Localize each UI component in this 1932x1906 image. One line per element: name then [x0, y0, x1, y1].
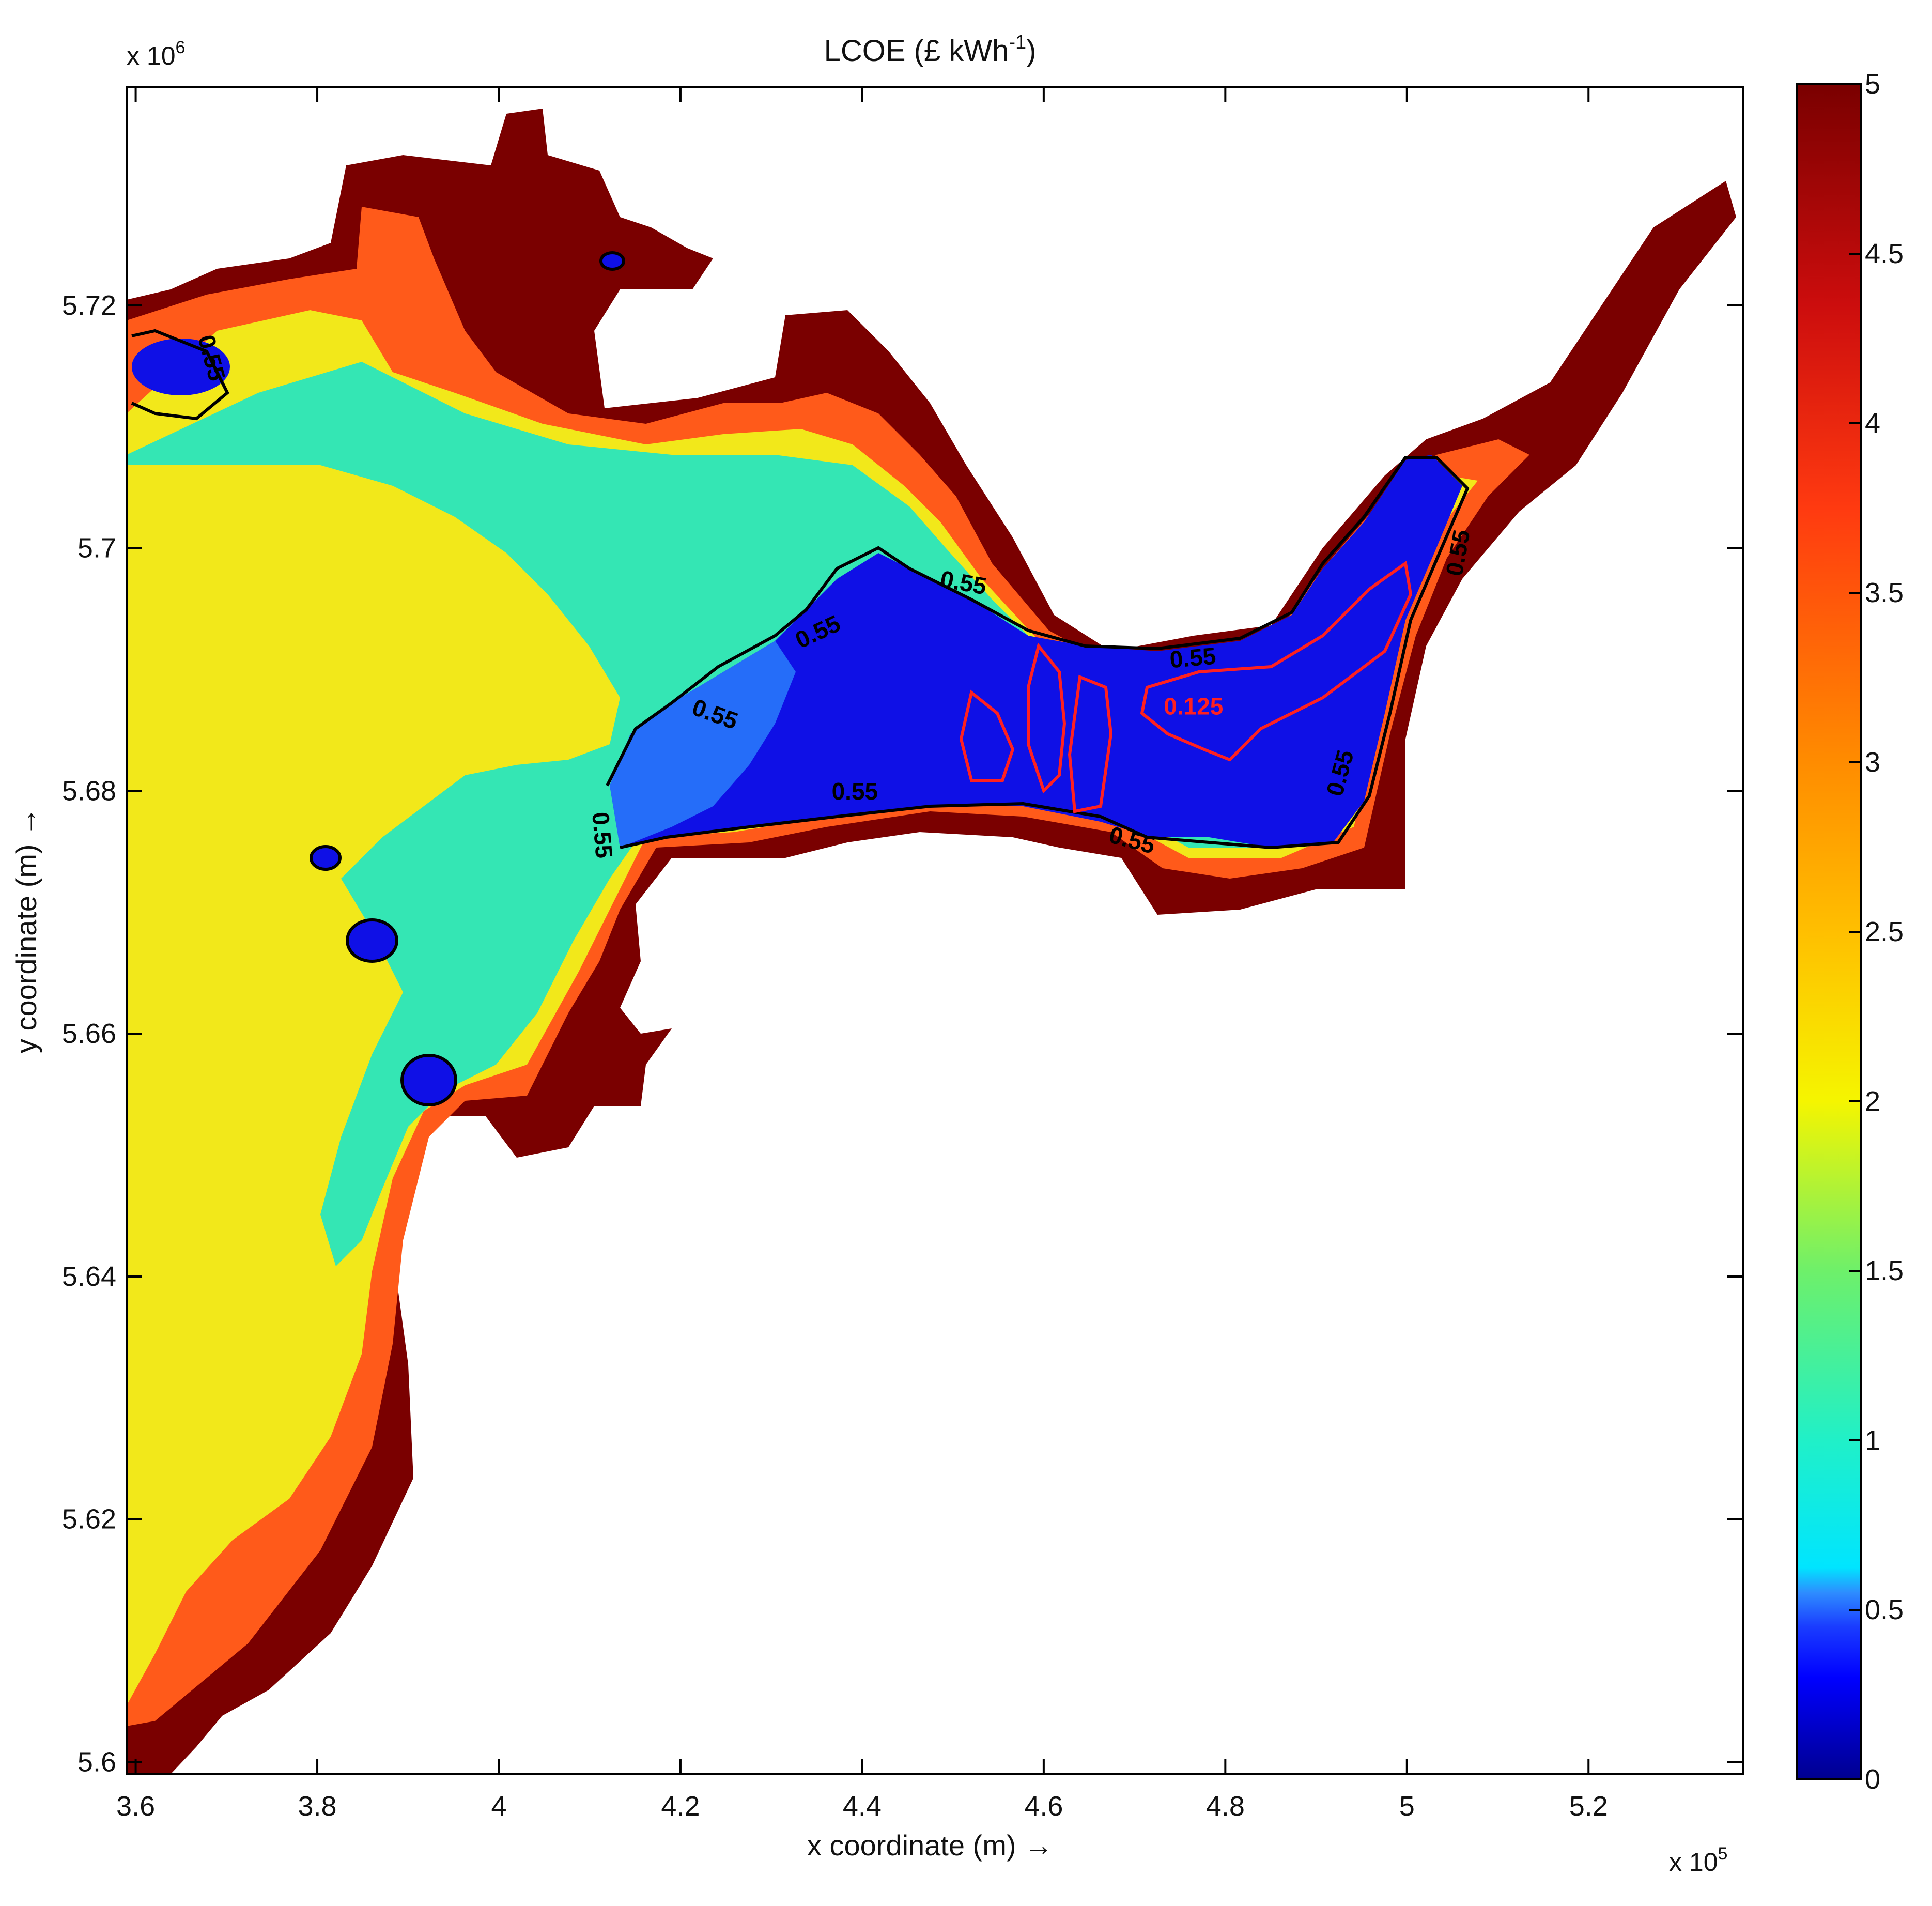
contour-line — [310, 845, 342, 871]
y-tick-label: 5.62 — [62, 1504, 116, 1535]
x-tick-label: 5.2 — [1569, 1791, 1608, 1822]
x-tick-label: 4.4 — [843, 1791, 882, 1822]
y-tick-label: 5.68 — [62, 775, 116, 806]
chart-title-superscript: -1 — [1009, 32, 1026, 53]
x-tick-label: 4.6 — [1024, 1791, 1063, 1822]
field-patch — [402, 1055, 456, 1105]
colorbar-tick-label: 0.5 — [1865, 1594, 1904, 1625]
contour-line — [599, 251, 625, 271]
x-axis-label: x coordinate (m) → — [807, 1829, 1053, 1862]
contour-line — [1027, 642, 1067, 794]
x-multiplier: x 105 — [1669, 1844, 1727, 1877]
colorbar-tick-label: 1 — [1865, 1425, 1880, 1456]
y-axis-label: y coordinate (m) → — [10, 807, 42, 1053]
lcoe-field — [127, 109, 1736, 1774]
y-tick-label: 5.64 — [62, 1261, 116, 1292]
chart-title: LCOE (£ kWh-1) — [824, 32, 1037, 68]
contour-label: 0.55 — [1169, 642, 1217, 673]
y-tick-label: 5.72 — [62, 290, 116, 321]
colorbar-tick-label: 2.5 — [1865, 916, 1904, 947]
colorbar-tick-label: 3 — [1865, 747, 1880, 778]
field-yellow-region — [127, 310, 1478, 1705]
x-axis: 3.6 3.8 4 4.2 4.4 4.6 4.8 5 5.2 — [116, 87, 1608, 1822]
colorbar-tick-label: 4 — [1865, 408, 1880, 439]
contour-line — [959, 689, 1015, 782]
x-tick-label: 4.2 — [661, 1791, 700, 1822]
colorbar-tick-label: 1.5 — [1865, 1255, 1904, 1286]
contour-line — [131, 329, 229, 421]
y-tick-label: 5.66 — [62, 1018, 116, 1049]
contour-0.125 — [959, 560, 1413, 813]
y-axis: 5.6 5.62 5.64 5.66 5.68 5.7 5.72 — [62, 290, 1743, 1778]
x-tick-label: 3.8 — [298, 1791, 336, 1822]
y-tick-label: 5.6 — [78, 1747, 116, 1778]
contour-line — [346, 918, 398, 963]
y-multiplier-exponent: 6 — [176, 38, 186, 57]
contour-line — [400, 1054, 457, 1106]
contour-label: 0.55 — [832, 778, 878, 805]
colorbar-tick-label: 2 — [1865, 1086, 1880, 1117]
x-tick-label: 3.6 — [116, 1791, 155, 1822]
colorbar-tick-label: 0 — [1865, 1764, 1880, 1795]
x-tick-label: 4.8 — [1206, 1791, 1245, 1822]
x-multiplier-exponent: 5 — [1718, 1844, 1728, 1864]
field-lightblue-region — [610, 641, 796, 848]
field-patch — [132, 339, 230, 395]
field-patch — [601, 253, 624, 269]
colorbar-tick-label: 4.5 — [1865, 238, 1904, 269]
contour-label: 0.55 — [587, 811, 618, 859]
colorbar: 0 0.5 1 1.5 2 2.5 3 3.5 4 4.5 5 — [1796, 69, 1904, 1795]
contour-label: 0.125 — [1164, 693, 1223, 719]
colorbar-tick-label: 3.5 — [1865, 577, 1904, 608]
y-tick-label: 5.7 — [78, 533, 116, 564]
contour-line — [1140, 560, 1413, 762]
x-tick-label: 5 — [1399, 1791, 1415, 1822]
y-multiplier: x 106 — [127, 38, 185, 70]
colorbar-tick-label: 5 — [1865, 69, 1880, 100]
field-patch — [347, 920, 397, 961]
contour-line — [1068, 674, 1113, 813]
chart-title-close: ) — [1026, 34, 1036, 68]
colorbar-ticks: 0 0.5 1 1.5 2 2.5 3 3.5 4 4.5 5 — [1849, 69, 1904, 1795]
plot-frame — [126, 86, 1744, 1775]
x-tick-label: 4 — [491, 1791, 506, 1822]
field-cyan-region — [127, 362, 1457, 1266]
field-patch — [311, 847, 340, 869]
